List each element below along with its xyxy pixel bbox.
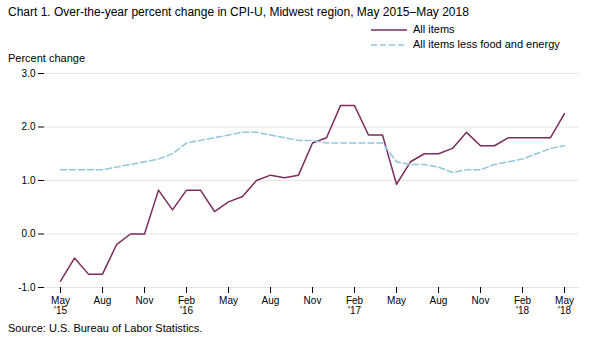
html-text:All items less food and energy: All items less food and energy (413, 38, 560, 50)
svg-text:Aug: Aug (262, 295, 280, 306)
svg-text:Feb'17: Feb'17 (346, 295, 364, 316)
svg-text:0.0: 0.0 (22, 228, 36, 239)
svg-text:Nov: Nov (304, 295, 322, 306)
svg-text:3.0: 3.0 (22, 68, 36, 79)
svg-text:-1.0: -1.0 (18, 282, 36, 293)
html-text:Percent change: Percent change (8, 52, 86, 64)
html-text:All items: All items (413, 23, 455, 35)
svg-text:Aug: Aug (94, 295, 112, 306)
svg-text:May'18: May'18 (555, 295, 574, 316)
svg-text:May'15: May'15 (51, 295, 70, 316)
svg-text:2.0: 2.0 (22, 121, 36, 132)
svg-text:May: May (387, 295, 406, 306)
svg-text:May: May (219, 295, 238, 306)
svg-text:Feb'18: Feb'18 (514, 295, 532, 316)
svg-text:Nov: Nov (472, 295, 490, 306)
svg-text:Aug: Aug (430, 295, 448, 306)
html-text:Chart 1. Over-the-year percent: Chart 1. Over-the-year percent change in… (8, 5, 469, 19)
svg-text:Feb'16: Feb'16 (178, 295, 196, 316)
html-text:Source: U.S. Bureau of Labor S: Source: U.S. Bureau of Labor Statistics. (8, 322, 203, 334)
svg-text:1.0: 1.0 (22, 175, 36, 186)
svg-text:Nov: Nov (136, 295, 154, 306)
